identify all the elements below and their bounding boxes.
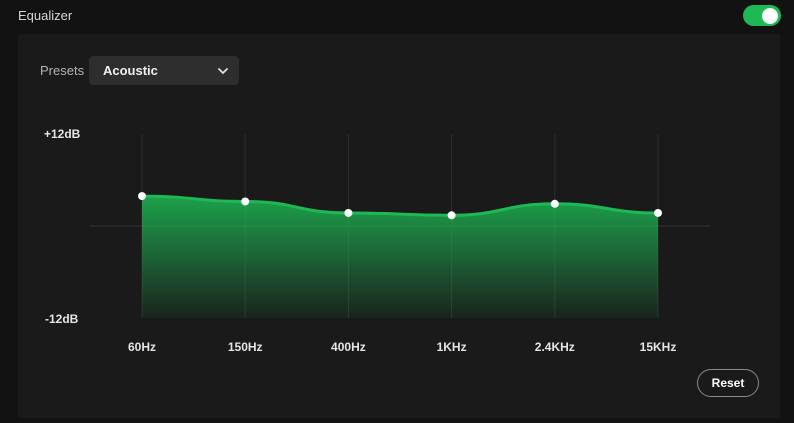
eq-band-handle-150Hz[interactable] [241, 197, 250, 206]
equalizer-toggle[interactable] [743, 5, 781, 26]
reset-button[interactable]: Reset [697, 369, 759, 397]
eq-band-handle-60Hz[interactable] [138, 192, 146, 201]
eq-band-handle-15KHz[interactable] [654, 208, 662, 217]
equalizer-title: Equalizer [18, 8, 73, 23]
freq-label-15KHz: 15KHz [639, 340, 677, 354]
eq-band-handle-400Hz[interactable] [344, 208, 353, 217]
eq-curve-line [141, 194, 659, 217]
presets-label: Presets [40, 63, 85, 78]
presets-dropdown[interactable]: Acoustic [89, 56, 239, 85]
eq-band-handle-1KHz[interactable] [447, 211, 456, 220]
db-min-label: -12dB [45, 312, 79, 326]
chevron-down-icon [217, 65, 229, 77]
freq-label-60Hz: 60Hz [127, 340, 156, 354]
toggle-knob [762, 7, 778, 24]
freq-label-2.4KHz: 2.4KHz [534, 340, 575, 354]
freq-label-150Hz: 150Hz [227, 340, 263, 354]
eq-band-handle-2.4KHz[interactable] [550, 199, 559, 208]
freq-label-1KHz: 1KHz [436, 340, 467, 354]
equalizer-graph[interactable] [18, 34, 780, 418]
equalizer-panel: Presets Acoustic +12dB -12dB 60Hz 1 [18, 34, 780, 418]
freq-label-400Hz: 400Hz [331, 340, 366, 354]
presets-selected-value: Acoustic [103, 63, 158, 78]
db-max-label: +12dB [44, 127, 81, 141]
eq-curve-fill [142, 196, 658, 318]
